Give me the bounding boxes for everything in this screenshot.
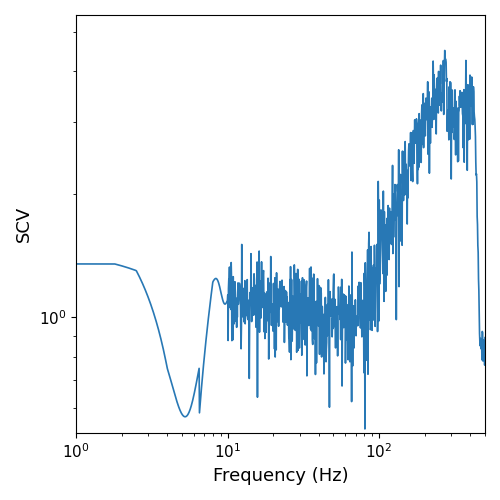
Y-axis label: SCV: SCV [15, 206, 33, 242]
X-axis label: Frequency (Hz): Frequency (Hz) [212, 467, 348, 485]
